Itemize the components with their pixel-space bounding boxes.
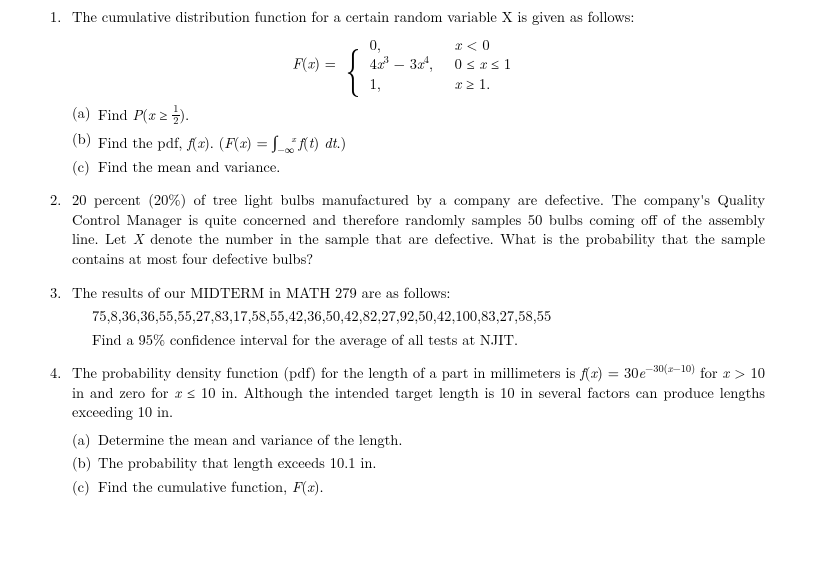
int-up: x — [291, 131, 295, 145]
p3-tail: Find a 95% confidence interval for the a… — [92, 331, 765, 351]
problem-1: The cumulative distribution function for… — [50, 8, 765, 177]
case2-val: 4x3 − 3x4, — [370, 55, 455, 75]
p2-var: X — [133, 229, 144, 249]
problem-4: The probability density function (pdf) f… — [50, 364, 765, 497]
problem-2: 20 percent (20%) of tree light bulbs man… — [50, 191, 765, 269]
p4-b: for — [695, 363, 722, 383]
problem-3: The results of our MIDTERM in MATH 279 a… — [50, 284, 765, 351]
p1-piecewise: F(x) = { 0, x < 0 4x3 − 3x4, 0 ≤ x ≤ 1 1… — [72, 36, 765, 95]
p4-parts: Determine the mean and variance of the l… — [72, 431, 765, 498]
case3-cond: x ≥ 1. — [455, 75, 545, 95]
brace-icon: { — [346, 41, 360, 89]
p1-parts: Find P(x ≥ 12). Find the pdf, f(x). (F(x… — [72, 104, 765, 177]
p4-a: The probability density function (pdf) f… — [72, 363, 580, 383]
p2-b: denote the number in the sample that are… — [72, 229, 765, 269]
p1a-pre: Find — [98, 105, 132, 125]
p4c-pre: Find the cumulative function, — [98, 477, 292, 497]
p1-cases: 0, x < 0 4x3 − 3x4, 0 ≤ x ≤ 1 1, x ≥ 1. — [370, 36, 545, 95]
case1-cond: x < 0 — [455, 36, 545, 56]
case1-val: 0, — [370, 36, 455, 56]
p1-a: Find P(x ≥ 12). — [72, 104, 765, 126]
p4-part-b: The probability that length exceeds 10.1… — [72, 454, 765, 474]
p3-intro: The results of our MIDTERM in MATH 279 a… — [72, 283, 450, 303]
p1-c: Find the mean and variance. — [72, 158, 765, 178]
p4-part-c: Find the cumulative function, F(x). — [72, 478, 765, 498]
case2-cond: 0 ≤ x ≤ 1 — [455, 55, 545, 75]
p4-exp: −30(x−10) — [645, 361, 695, 376]
p1-b: Find the pdf, f(x). (F(x) = ∫−∞xf(t) dt.… — [72, 130, 765, 154]
p1-lhs: F(x) = — [292, 53, 340, 73]
problem-list: The cumulative distribution function for… — [50, 8, 765, 498]
p1-intro: The cumulative distribution function for… — [72, 7, 634, 27]
case3-val: 1, — [370, 75, 455, 95]
p1b-pre: Find the pdf, — [98, 133, 187, 153]
p3-data: 75,8,36,36,55,55,27,83,17,58,55,42,36,50… — [92, 307, 765, 327]
p4-part-a: Determine the mean and variance of the l… — [72, 431, 765, 451]
p4-c: in and zero for — [72, 383, 174, 403]
